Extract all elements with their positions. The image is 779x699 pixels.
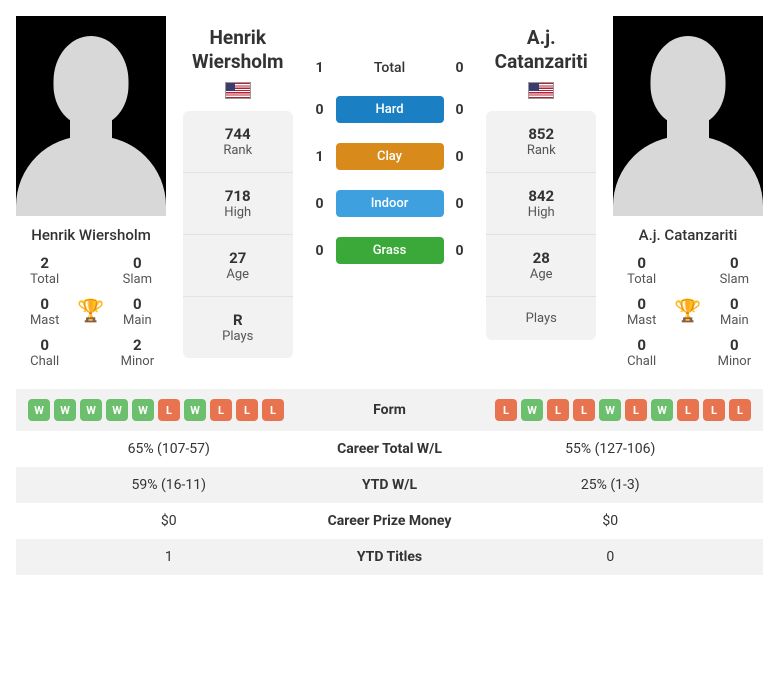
p2-form-pills: LWLLWLWLLL bbox=[470, 399, 752, 421]
p1-photo bbox=[16, 16, 166, 216]
p1-titles: 2Total 0Slam 0Mast 🏆 0Main 0Chall 2Minor bbox=[16, 254, 166, 369]
form-pill[interactable]: L bbox=[495, 399, 517, 421]
p2-stats-card: 852Rank 842High 28Age Plays bbox=[486, 111, 596, 340]
p1-stats-card: 744Rank 718High 27Age RPlays bbox=[183, 111, 293, 358]
form-pill[interactable]: L bbox=[236, 399, 258, 421]
form-row: WWWWWLWLLL Form LWLLWLWLLL bbox=[16, 389, 763, 431]
form-pill[interactable]: W bbox=[599, 399, 621, 421]
p2-titles: 0Total 0Slam 0Mast 🏆 0Main 0Chall 0Minor bbox=[613, 254, 763, 369]
p1-name[interactable]: Henrik Wiersholm bbox=[31, 226, 151, 244]
trophy-icon: 🏆 bbox=[77, 299, 104, 324]
p2-photo bbox=[613, 16, 763, 216]
prize-row: $0 Career Prize Money $0 bbox=[16, 503, 763, 539]
form-pill[interactable]: W bbox=[651, 399, 673, 421]
form-pill[interactable]: L bbox=[677, 399, 699, 421]
h2h-surface-row: 0Grass0 bbox=[310, 237, 470, 264]
h2h-surface-row: 0Indoor0 bbox=[310, 190, 470, 217]
form-pill[interactable]: L bbox=[703, 399, 725, 421]
ytd-wl-row: 59% (16-11) YTD W/L 25% (1-3) bbox=[16, 467, 763, 503]
trophy-icon: 🏆 bbox=[674, 299, 701, 324]
surface-badge[interactable]: Indoor bbox=[336, 190, 444, 217]
p2-flag-icon bbox=[528, 82, 554, 99]
form-pill[interactable]: L bbox=[262, 399, 284, 421]
form-pill[interactable]: W bbox=[54, 399, 76, 421]
p1-name-block: Henrik Wiersholm 744Rank 718High 27Age R… bbox=[183, 16, 293, 358]
ytd-titles-row: 1 YTD Titles 0 bbox=[16, 539, 763, 575]
p1-fullname: Henrik Wiersholm bbox=[183, 26, 293, 74]
comparison-table: WWWWWLWLLL Form LWLLWLWLLL 65% (107-57) … bbox=[16, 389, 763, 575]
form-pill[interactable]: W bbox=[184, 399, 206, 421]
p1-flag-icon bbox=[225, 82, 251, 99]
p2-column: A.j. Catanzariti 0Total 0Slam 0Mast 🏆 0M… bbox=[613, 16, 763, 369]
form-pill[interactable]: W bbox=[132, 399, 154, 421]
form-pill[interactable]: W bbox=[28, 399, 50, 421]
h2h-column: 1 Total 0 0Hard0 1Clay0 0Indoor0 0Grass0 bbox=[310, 16, 470, 284]
surface-badge[interactable]: Grass bbox=[336, 237, 444, 264]
surface-badge[interactable]: Hard bbox=[336, 96, 444, 123]
h2h-total: 1 Total 0 bbox=[310, 60, 470, 76]
form-pill[interactable]: L bbox=[158, 399, 180, 421]
p2-name[interactable]: A.j. Catanzariti bbox=[639, 226, 738, 244]
form-pill[interactable]: W bbox=[80, 399, 102, 421]
p2-fullname: A.j. Catanzariti bbox=[486, 26, 596, 74]
form-pill[interactable]: W bbox=[106, 399, 128, 421]
form-pill[interactable]: L bbox=[625, 399, 647, 421]
h2h-surface-row: 0Hard0 bbox=[310, 96, 470, 123]
comparison-header: Henrik Wiersholm 2Total 0Slam 0Mast 🏆 0M… bbox=[16, 16, 763, 369]
career-wl-row: 65% (107-57) Career Total W/L 55% (127-1… bbox=[16, 431, 763, 467]
form-pill[interactable]: L bbox=[547, 399, 569, 421]
p2-name-block: A.j. Catanzariti 852Rank 842High 28Age P… bbox=[486, 16, 596, 340]
h2h-surface-row: 1Clay0 bbox=[310, 143, 470, 170]
form-pill[interactable]: L bbox=[573, 399, 595, 421]
form-pill[interactable]: L bbox=[729, 399, 751, 421]
form-pill[interactable]: W bbox=[521, 399, 543, 421]
surface-badge[interactable]: Clay bbox=[336, 143, 444, 170]
form-pill[interactable]: L bbox=[210, 399, 232, 421]
p1-column: Henrik Wiersholm 2Total 0Slam 0Mast 🏆 0M… bbox=[16, 16, 166, 369]
p1-form-pills: WWWWWLWLLL bbox=[28, 399, 310, 421]
